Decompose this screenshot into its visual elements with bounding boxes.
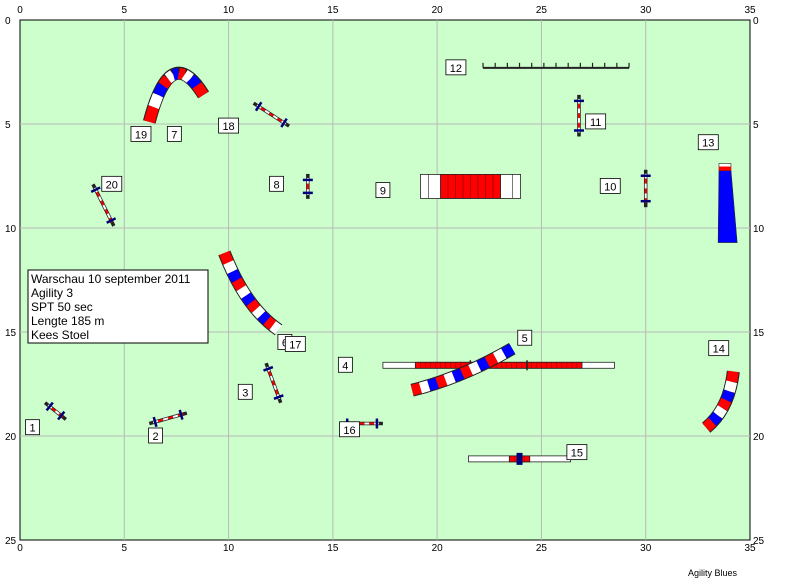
obstacle-number-text: 15 bbox=[571, 448, 583, 460]
obstacle-2-jump bbox=[148, 409, 188, 428]
x-tick-top: 25 bbox=[536, 5, 548, 16]
obstacle-number-text: 14 bbox=[713, 344, 725, 356]
obstacle-number-text: 11 bbox=[590, 117, 601, 129]
obstacle-6-tunnel bbox=[218, 250, 283, 336]
obstacle-10-jump bbox=[640, 169, 651, 208]
y-tick-left: 25 bbox=[5, 536, 17, 547]
obstacle-number-text: 18 bbox=[222, 121, 234, 133]
y-tick-right: 5 bbox=[753, 120, 759, 131]
obstacle-5-tunnel bbox=[410, 343, 516, 397]
info-line-class: Agility 3 bbox=[31, 286, 73, 300]
obstacle-number-text: 5 bbox=[522, 333, 528, 345]
obstacle-number-11: 11 bbox=[585, 113, 607, 130]
obstacles bbox=[43, 62, 740, 465]
obstacle-13-aframe bbox=[717, 163, 738, 243]
x-tick-top: 0 bbox=[17, 5, 23, 16]
x-tick-bottom: 15 bbox=[327, 543, 339, 554]
obstacle-8-jump bbox=[302, 173, 313, 199]
info-line-length: Lengte 185 m bbox=[31, 314, 104, 328]
x-tick-bottom: 5 bbox=[122, 543, 128, 554]
x-tick-bottom: 10 bbox=[223, 543, 235, 554]
obstacle-number-7: 7 bbox=[166, 126, 182, 142]
y-tick-right: 10 bbox=[753, 224, 765, 235]
obstacle-11-jump bbox=[573, 94, 584, 137]
y-tick-left: 15 bbox=[5, 328, 17, 339]
obstacle-number-1: 1 bbox=[25, 419, 40, 436]
obstacle-number-text: 7 bbox=[171, 129, 177, 141]
y-tick-right: 25 bbox=[753, 536, 765, 547]
obstacle-number-text: 9 bbox=[380, 186, 386, 198]
x-tick-top: 10 bbox=[223, 5, 235, 16]
obstacle-3-jump bbox=[263, 362, 284, 404]
obstacle-number-text: 2 bbox=[153, 431, 159, 443]
obstacle-number-12: 12 bbox=[445, 59, 467, 76]
obstacle-15-seesaw bbox=[468, 452, 572, 465]
y-tick-right: 0 bbox=[753, 16, 759, 27]
x-tick-bottom: 25 bbox=[536, 543, 548, 554]
obstacle-number-text: 8 bbox=[273, 179, 279, 191]
obstacle-number-13: 13 bbox=[697, 134, 719, 151]
obstacle-9-tire bbox=[420, 173, 521, 199]
obstacle-4-dogwalk bbox=[382, 360, 615, 371]
obstacle-number-text: 20 bbox=[106, 179, 118, 191]
obstacle-number-10: 10 bbox=[599, 177, 621, 194]
x-tick-top: 5 bbox=[122, 5, 128, 16]
info-line-venue: Warschau 10 september 2011 bbox=[31, 272, 191, 286]
obstacle-number-17: 17 bbox=[284, 336, 306, 352]
obstacle-number-text: 1 bbox=[29, 423, 35, 435]
obstacle-number-5: 5 bbox=[517, 329, 533, 346]
obstacle-1-jump bbox=[43, 401, 67, 421]
x-tick-bottom: 0 bbox=[17, 543, 23, 554]
y-tick-right: 20 bbox=[753, 432, 765, 443]
x-tick-top: 35 bbox=[744, 5, 756, 16]
obstacle-18-jump bbox=[252, 101, 291, 128]
x-tick-top: 15 bbox=[327, 5, 339, 16]
y-tick-left: 20 bbox=[5, 432, 17, 443]
course-info-box: Warschau 10 september 2011 Agility 3 SPT… bbox=[27, 269, 209, 344]
obstacle-number-20: 20 bbox=[101, 175, 123, 192]
obstacle-number-text: 17 bbox=[289, 339, 301, 351]
y-tick-right: 15 bbox=[753, 328, 765, 339]
obstacle-20-jump bbox=[90, 183, 117, 227]
obstacle-number-14: 14 bbox=[708, 340, 730, 357]
credit-text: Agility Blues bbox=[688, 568, 738, 578]
obstacle-number-2: 2 bbox=[148, 427, 163, 444]
obstacle-number-9: 9 bbox=[375, 182, 391, 198]
obstacle-number-text: 19 bbox=[135, 129, 147, 141]
x-tick-top: 30 bbox=[640, 5, 652, 16]
info-line-spt: SPT 50 sec bbox=[31, 300, 93, 314]
x-tick-bottom: 30 bbox=[640, 543, 652, 554]
obstacle-number-text: 3 bbox=[242, 387, 248, 399]
obstacle-number-19: 19 bbox=[130, 126, 152, 142]
obstacle-number-text: 4 bbox=[342, 360, 348, 372]
obstacle-number-16: 16 bbox=[339, 421, 360, 438]
y-tick-left: 10 bbox=[5, 224, 17, 235]
obstacle-number-3: 3 bbox=[237, 383, 253, 400]
obstacle-number-15: 15 bbox=[566, 444, 588, 461]
info-line-judge: Kees Stoel bbox=[31, 328, 89, 342]
y-tick-left: 5 bbox=[5, 120, 11, 131]
obstacle-number-text: 6 bbox=[282, 337, 288, 349]
obstacle-number-18: 18 bbox=[218, 117, 239, 134]
obstacle-12-weave bbox=[482, 62, 630, 69]
obstacle-number-text: 16 bbox=[343, 425, 355, 437]
obstacle-number-4: 4 bbox=[337, 356, 353, 373]
obstacle-7-tunnel bbox=[143, 66, 210, 124]
x-tick-bottom: 35 bbox=[744, 543, 756, 554]
obstacle-number-text: 13 bbox=[702, 138, 714, 150]
obstacle-number-text: 12 bbox=[450, 63, 462, 75]
x-tick-bottom: 20 bbox=[432, 543, 444, 554]
obstacle-number-8: 8 bbox=[269, 175, 284, 192]
x-tick-top: 20 bbox=[432, 5, 444, 16]
y-tick-left: 0 bbox=[5, 16, 11, 27]
obstacle-number-text: 10 bbox=[604, 181, 616, 193]
obstacle-14-tunnel bbox=[701, 370, 740, 433]
